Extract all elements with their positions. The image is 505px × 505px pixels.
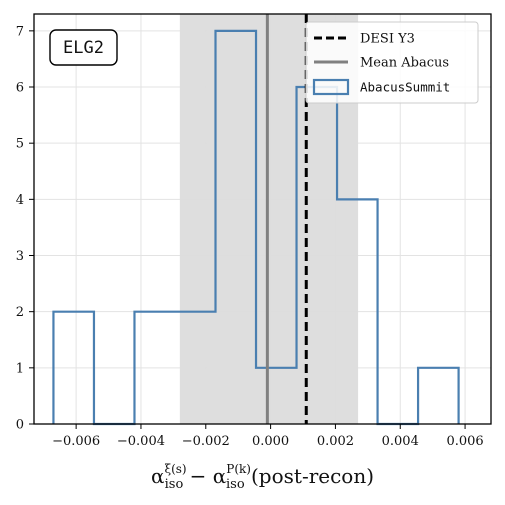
legend-label: DESI Y3 [360,32,415,47]
x-label-sub2: iso [226,477,245,492]
x-tick-label: −0.002 [182,434,230,449]
y-tick-label: 6 [16,81,24,96]
y-tick-label: 3 [16,249,24,264]
x-axis-label: αξ(s) iso − αP(k) iso (post-recon) [151,462,374,492]
legend-abacus-swatch [312,78,350,96]
y-tick-label: 5 [16,137,24,152]
x-label-sup2: P(k) [226,462,251,476]
histogram-bin [216,31,257,424]
histogram-bin [418,368,459,424]
x-label-alpha2: α [213,464,227,488]
y-tick-label: 7 [16,24,24,39]
y-tick-label: 4 [16,193,24,208]
x-label-minus: − [183,464,212,488]
x-label-sub1: iso [165,477,184,492]
legend: DESI Y3 Mean Abacus AbacusSummit [305,21,479,104]
plot-frame [33,13,492,425]
x-label-sup1: ξ(s) [164,462,186,476]
x-tick-label: −0.006 [52,434,100,449]
x-tick-label: −0.004 [117,434,165,449]
x-tick-label: 0.006 [446,434,483,449]
y-tick-label: 1 [16,361,24,376]
legend-label: Mean Abacus [360,56,449,71]
histogram-bin [175,312,216,424]
histogram-bin [297,87,338,424]
x-label-alpha: α [151,464,165,488]
panel-tag-box [49,29,118,66]
histogram-bin [337,199,378,424]
y-tick-label: 0 [16,418,24,433]
histogram-bin [256,368,297,424]
panel-tag: ELG2 [49,29,118,66]
panel-tag-text: ELG2 [63,38,104,58]
histogram-bin [134,312,175,424]
legend-label: AbacusSummit [360,80,450,95]
x-label-suffix: (post-recon) [245,464,374,488]
x-tick-label: 0.000 [252,434,289,449]
histogram-bin [53,312,94,424]
axes-group: −0.006 −0.004 −0.002 0.000 0.002 0.004 0.006 0 1… [16,13,492,449]
x-tick-label: 0.004 [382,434,419,449]
reference-lines-group [265,14,308,424]
x-tick-label: 0.002 [317,434,354,449]
y-tick-label: 2 [16,305,24,320]
